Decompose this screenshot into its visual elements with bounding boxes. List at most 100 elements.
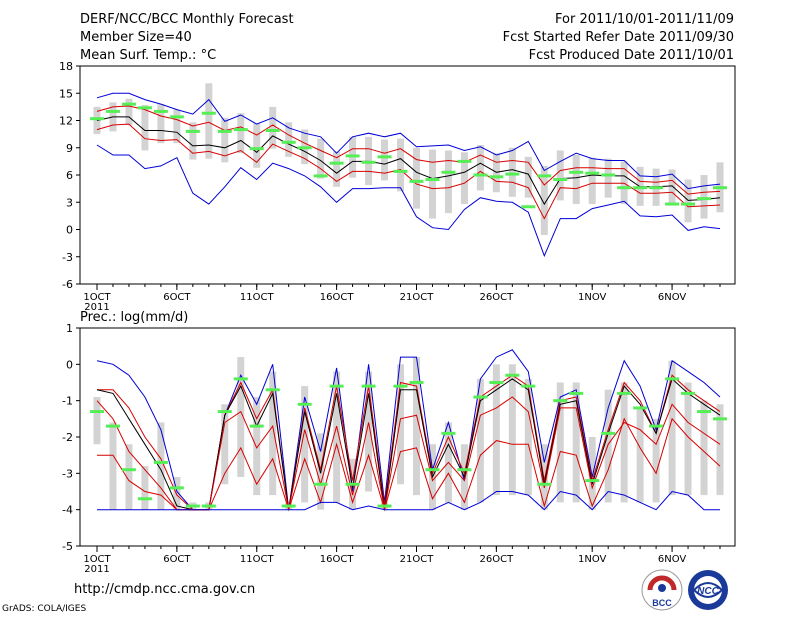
temp-ensemble-bar-8 [205,83,213,159]
temp-ensemble-bar-11 [253,123,261,168]
temp-ensemble-bar-9 [221,117,229,163]
precip-xtick-label-5: 26OCT [480,554,515,565]
temp-ensemble-bar-22 [428,149,436,219]
temp-xtick-label-1: 6OCT [163,292,191,303]
precip-ensemble-bar-34 [620,382,628,503]
temp-ensemble-bar-27 [508,147,516,197]
precip-ensemble-bar-16 [333,371,341,503]
temp-series-lower [96,123,721,220]
ncc-logo-inner [694,576,722,604]
bcc-logo-dot [658,584,666,592]
precip-xtick-label-1: 6OCT [163,554,191,565]
temp-series-mean [96,116,721,206]
temp-ensemble-bar-30 [556,150,564,201]
precip-ensemble-bar-11 [253,397,261,496]
precip-xtick-label-7: 6NOV [658,554,687,565]
precip-ytick-label-2: -3 [62,467,73,480]
temp-ensemble-bar-20 [397,138,405,192]
temp-ensemble-bar-33 [604,158,612,198]
precip-ensemble-bar-31 [572,382,580,503]
temp-xtick-label-3: 16OCT [320,292,355,303]
temp-ensemble-bar-10 [237,113,245,154]
temp-ytick-label-4: 6 [66,169,73,182]
precip-ensemble-bar-25 [476,378,484,503]
precip-ytick-label-1: -4 [62,504,73,517]
precip-xtick-label-6: 1NOV [578,554,607,565]
precip-ensemble-bar-37 [668,360,676,496]
precip-ytick-label-3: -2 [62,431,73,444]
precip-xtick-label-2: 11OCT [240,554,275,565]
precip-ensemble-bar-4 [141,466,149,510]
temp-ensemble-bar-24 [460,152,468,205]
temp-ensemble-bar-21 [412,147,420,209]
precip-xtick-label-0: 1OCT [83,554,111,565]
temp-ytick-label-6: 12 [59,115,73,128]
precip-ensemble-bar-12 [269,371,277,496]
precip-ensemble-bar-38 [684,382,692,496]
precip-ensemble-bar-6 [173,476,181,510]
temp-ensemble-bar-19 [381,139,389,181]
temp-ensemble-bar-37 [668,169,676,205]
temp-ensemble-bar-6 [173,109,181,144]
forecast-period: For 2011/10/01-2011/11/09 [555,12,734,27]
precip-ensemble-bar-27 [508,364,516,496]
precip-ensemble-bar-35 [636,407,644,503]
temp-ytick-label-7: 15 [59,87,73,100]
precip-ensemble-bar-40 [716,404,724,496]
precip-ytick-label-4: -1 [62,395,73,408]
temp-xtick-label-6: 1NOV [578,292,607,303]
bcc-logo: BCC [641,569,683,611]
member-size: Member Size=40 [80,30,192,45]
temp-ensemble-bar-3 [125,98,133,126]
precip-ytick-label-6: 1 [66,322,73,335]
ncc-logo: NCC [688,570,728,610]
fcst-started-date: Fcst Started Refer Date 2011/09/30 [502,30,734,45]
temp-ensemble-bar-16 [333,151,341,187]
temp-ytick-label-1: -3 [62,251,73,264]
temp-ensemble-bar-25 [476,145,484,191]
precip-ensemble-bar-14 [301,386,309,503]
precip-ensemble-bar-18 [365,371,373,492]
bcc-logo-arc [647,575,677,591]
bcc-logo-text: BCC [652,598,672,608]
precip-ensemble-bar-39 [700,400,708,496]
temp-ytick-label-3: 3 [66,196,73,209]
temp-xtick-sublabel-0: 2011 [84,302,109,313]
precip-ensemble-bar-9 [221,404,229,485]
temp-xtick-label-7: 6NOV [658,292,687,303]
precip-ensemble-bar-33 [604,389,612,503]
precip-ensemble-bar-32 [588,437,596,510]
temp-ensemble-bar-28 [524,156,532,198]
temp-series-upper [96,105,721,195]
footer-url[interactable]: http://cmdp.ncc.cma.gov.cn [74,582,256,597]
temp-ytick-label-8: 18 [59,60,73,73]
precip-ensemble-bar-36 [652,418,660,503]
temp-ensemble-bar-5 [157,104,165,144]
temp-ensemble-bar-31 [572,155,580,205]
temp-ytick-label-2: 0 [66,224,73,237]
temp-xtick-label-0: 1OCT [83,292,111,303]
temp-series-min [96,144,721,258]
precip-ensemble-bar-26 [492,364,500,496]
precip-ensemble-bar-28 [524,378,532,496]
temp-xtick-label-5: 26OCT [480,292,515,303]
temp-ytick-label-5: 9 [66,142,73,155]
temp-ensemble-bar-13 [285,122,293,157]
precipitation-panel-title: Prec.: log(mm/d) [80,310,189,325]
temp-ensemble-bar-12 [269,106,277,149]
ncc-logo-wave [693,582,724,598]
precip-ytick-label-5: 0 [66,358,73,371]
grads-credit: GrADS: COLA/IGES [2,604,87,614]
precip-ensemble-bar-3 [125,444,133,510]
temp-xtick-label-2: 11OCT [240,292,275,303]
temp-ensemble-bar-29 [540,165,548,235]
temp-ensemble-bar-23 [444,150,452,214]
precip-xtick-sublabel-0: 2011 [84,564,109,575]
temp-ensemble-bar-4 [141,105,149,151]
precip-xtick-label-4: 21OCT [400,554,435,565]
temp-xtick-label-4: 21OCT [400,292,435,303]
precip-ensemble-bar-29 [540,444,548,510]
precip-ensemble-bar-10 [237,357,245,477]
ncc-logo-text: NCC [697,586,719,597]
